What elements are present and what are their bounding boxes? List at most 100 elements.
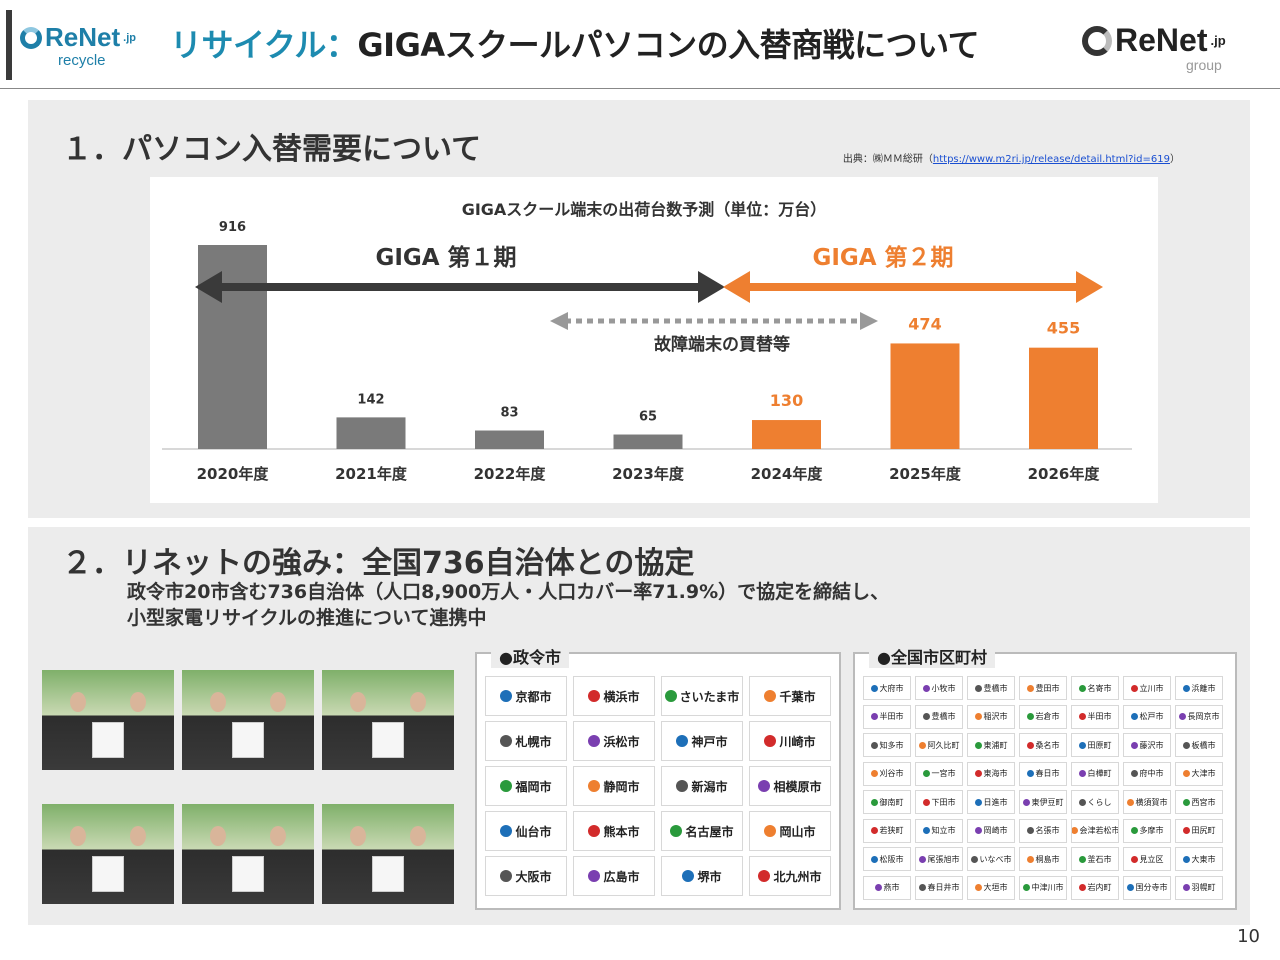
city-emblem-icon bbox=[764, 825, 777, 837]
designated-city-logo: 新潟市 bbox=[661, 766, 743, 806]
municipality-logo: 国分寺市 bbox=[1123, 875, 1171, 900]
municipality-logo: 横須賀市 bbox=[1123, 790, 1171, 814]
designated-city-logo: 神戸市 bbox=[661, 721, 743, 761]
city-name: 東伊豆町 bbox=[1031, 797, 1064, 807]
municipality-logo: 燕市 bbox=[863, 875, 911, 900]
city-emblem-icon bbox=[1130, 684, 1138, 692]
page-title: リサイクル：GIGAスクールパソコンの入替商戦について bbox=[170, 20, 980, 66]
municipality-logo: 白樺町 bbox=[1071, 761, 1119, 786]
logo-sub-text: group bbox=[1186, 57, 1222, 73]
city-name: 尾張旭市 bbox=[927, 854, 960, 864]
chart-category-label: 2024年度 bbox=[751, 465, 824, 483]
municipality-logo: 松阪市 bbox=[863, 847, 911, 871]
municipality-logo: 小牧市 bbox=[915, 676, 963, 700]
city-name: 豊橋市 bbox=[983, 683, 1008, 693]
city-emblem-icon bbox=[922, 713, 930, 720]
city-name: 春日市 bbox=[1035, 769, 1060, 778]
chart-svg: GIGAスクール端末の出荷台数予測（単位：万台） 916 2020年度 142 2021… bbox=[162, 200, 1132, 483]
city-name: 阿久比町 bbox=[927, 740, 960, 750]
city-emblem-icon bbox=[918, 741, 926, 749]
phase1-label: GIGA 第１期 bbox=[375, 244, 516, 271]
municipality-logo: 東伊豆町 bbox=[1019, 790, 1067, 814]
city-name: 東浦町 bbox=[983, 740, 1008, 750]
municipality-logo: 見立区 bbox=[1123, 847, 1171, 871]
city-emblem-icon bbox=[974, 884, 982, 891]
signing-photo bbox=[42, 804, 174, 904]
city-emblem-icon bbox=[500, 780, 513, 792]
city-name: 北九州市 bbox=[773, 869, 822, 884]
municipality-logo: 釜石市 bbox=[1071, 847, 1119, 871]
city-emblem-icon bbox=[1182, 884, 1190, 891]
city-emblem-icon bbox=[922, 827, 930, 834]
city-name: 府中市 bbox=[1139, 769, 1164, 778]
city-emblem-icon bbox=[1078, 741, 1086, 749]
city-emblem-icon bbox=[974, 827, 982, 834]
city-name: 相模原市 bbox=[773, 779, 822, 794]
designated-city-logo: 北九州市 bbox=[749, 856, 831, 896]
city-name: 桐島市 bbox=[1035, 854, 1060, 864]
designated-cities-box: ●政令市 京都市 横浜市 さいたま市 千葉市 札幌市 浜松市 神戸市 川崎市 福岡市 静岡市 新潟市… bbox=[475, 644, 841, 910]
municipality-logo: 桐島市 bbox=[1019, 847, 1067, 871]
city-emblem-icon bbox=[1078, 684, 1086, 692]
source-link[interactable]: https://www.m2ri.jp/release/detail.html?… bbox=[932, 154, 1170, 165]
city-name: 長岡京市 bbox=[1187, 712, 1220, 721]
city-emblem-icon bbox=[1130, 770, 1138, 777]
municipality-logo: 藤沢市 bbox=[1123, 733, 1171, 757]
replacement-arrow-right-head bbox=[860, 312, 878, 330]
municipality-logo: くらし bbox=[1071, 790, 1119, 814]
chart-bar bbox=[1029, 347, 1098, 449]
chart-category-label: 2021年度 bbox=[335, 465, 408, 483]
city-emblem-icon bbox=[1078, 770, 1086, 777]
designated-city-logo: 仙台市 bbox=[485, 811, 567, 851]
page-title-main: GIGAスクールパソコンの入替商戦について bbox=[357, 26, 980, 64]
section2-description: 政令市20市含む736自治体（人口8,900万人・人口カバー率71.9%）で協定… bbox=[127, 579, 889, 631]
designated-cities-label: ●政令市 bbox=[491, 644, 569, 668]
city-name: 会津若松市 bbox=[1079, 826, 1119, 835]
city-emblem-icon bbox=[588, 870, 601, 882]
signing-photo bbox=[42, 670, 174, 770]
city-name: 知立市 bbox=[931, 826, 956, 835]
city-emblem-icon bbox=[1072, 827, 1078, 834]
phase1-arrow-right-head bbox=[698, 271, 725, 303]
city-emblem-icon bbox=[588, 690, 601, 702]
chart-data-label: 130 bbox=[770, 391, 803, 410]
municipality-logo: 桑名市 bbox=[1019, 733, 1067, 757]
chart-bar bbox=[752, 420, 821, 449]
city-name: 大津市 bbox=[1191, 769, 1216, 778]
municipality-logo: 下田市 bbox=[915, 790, 963, 814]
chart-data-label: 455 bbox=[1047, 319, 1080, 338]
city-name: 京都市 bbox=[515, 689, 552, 704]
logo-sub-text: recycle bbox=[58, 52, 106, 69]
city-name: 岩内町 bbox=[1087, 883, 1112, 892]
city-emblem-icon bbox=[588, 780, 601, 792]
municipality-logo: 尾張旭市 bbox=[915, 847, 963, 871]
city-name: 仙台市 bbox=[515, 824, 552, 839]
city-emblem-icon bbox=[922, 770, 930, 777]
city-name: 一宮市 bbox=[931, 769, 956, 778]
source-citation: 出典：㈱ＭＭ総研（https://www.m2ri.jp/release/det… bbox=[843, 150, 1180, 165]
city-name: 名古屋市 bbox=[685, 824, 734, 839]
city-name: 岡山市 bbox=[779, 824, 816, 839]
logo-brand-text: ReNet bbox=[45, 22, 121, 52]
municipality-logo: 大垣市 bbox=[967, 875, 1015, 900]
city-name: 羽幌町 bbox=[1191, 883, 1216, 892]
designated-city-logo: 川崎市 bbox=[749, 721, 831, 761]
municipality-logo: 刈谷市 bbox=[863, 761, 911, 786]
city-emblem-icon bbox=[870, 770, 878, 777]
city-name: 名寄市 bbox=[1087, 683, 1112, 693]
designated-city-logo: 浜松市 bbox=[573, 721, 655, 761]
chart-category-label: 2025年度 bbox=[889, 465, 962, 483]
chart-data-label: 65 bbox=[639, 410, 657, 425]
municipality-logo: 知立市 bbox=[915, 818, 963, 843]
city-name: 見立区 bbox=[1139, 854, 1164, 864]
municipality-logo: 半田市 bbox=[1071, 704, 1119, 729]
municipality-logo: 大東市 bbox=[1175, 847, 1223, 871]
chart-bar bbox=[198, 245, 267, 449]
city-emblem-icon bbox=[970, 855, 978, 863]
city-name: 大東市 bbox=[1191, 854, 1216, 864]
municipality-logo: 若狭町 bbox=[863, 818, 911, 843]
city-emblem-icon bbox=[974, 713, 982, 720]
city-name: 豊田市 bbox=[1035, 683, 1060, 693]
city-name: 下田市 bbox=[931, 797, 956, 807]
shipment-chart: GIGAスクール端末の出荷台数予測（単位：万台） 916 2020年度 142 2021… bbox=[150, 177, 1158, 503]
